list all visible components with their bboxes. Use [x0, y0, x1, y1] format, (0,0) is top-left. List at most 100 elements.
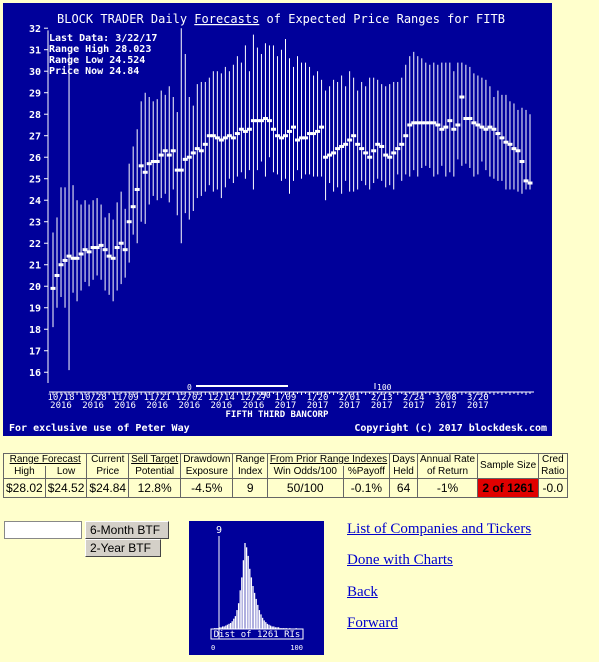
price-marker [186, 155, 192, 159]
header-sample-size: Sample Size [477, 453, 540, 479]
price-marker [391, 151, 397, 155]
price-marker [270, 127, 276, 131]
value-win-odds: 50/100 [266, 478, 344, 498]
price-marker [62, 258, 68, 262]
y-tick-label: 25 [29, 175, 41, 186]
x-tick-label-year: 2017 [467, 401, 489, 411]
header-annual-rate: Annual Rate [416, 453, 479, 466]
header-price: Price [86, 466, 130, 479]
price-marker [274, 134, 280, 138]
distribution-marker-label: 9 [216, 525, 222, 536]
price-marker [303, 136, 309, 140]
price-marker [291, 125, 297, 129]
header-current: Current [86, 453, 130, 466]
x-tick-label-year: 2016 [82, 401, 104, 411]
stats-table: Range Forecast Current Sell Target Drawd… [2, 453, 568, 498]
list-companies-link[interactable]: List of Companies and Tickers [347, 521, 532, 537]
price-marker [210, 134, 216, 138]
price-marker [383, 153, 389, 157]
forward-link[interactable]: Forward [347, 615, 398, 631]
price-marker [483, 127, 489, 131]
price-marker [158, 153, 164, 157]
x-tick-label-year: 2017 [307, 401, 329, 411]
price-marker [415, 121, 421, 125]
value-drawdown: -4.5% [180, 478, 234, 498]
info-last-data: Last Data: 3/22/17 [49, 33, 157, 44]
y-tick-label: 21 [29, 261, 41, 272]
value-payoff: -0.1% [342, 478, 391, 498]
price-marker [475, 123, 481, 127]
y-tick-label: 18 [29, 325, 41, 336]
price-marker [254, 119, 260, 123]
price-marker [214, 136, 220, 140]
value-cred: -0.0 [538, 478, 568, 498]
price-marker [86, 250, 92, 254]
done-with-charts-link[interactable]: Done with Charts [347, 552, 453, 568]
y-tick-label: 27 [29, 132, 41, 143]
price-marker [491, 127, 497, 131]
price-marker [78, 252, 84, 256]
chart-title: BLOCK TRADER Daily Forecasts of Expected… [57, 12, 505, 26]
price-marker [411, 121, 417, 125]
price-marker [295, 138, 301, 142]
info-range-high: Range High 28.023 [49, 43, 151, 55]
x-tick-label-year: 2016 [211, 401, 233, 411]
price-marker [435, 123, 441, 127]
price-marker [230, 136, 236, 140]
price-marker [523, 179, 529, 183]
price-marker [66, 254, 72, 258]
x-tick-label-date: 2/24 [403, 393, 425, 403]
x-tick-label-date: 10/18 [47, 393, 74, 403]
header-exposure: Exposure [180, 466, 234, 479]
six-month-btf-button[interactable]: 6-Month BTF [85, 521, 169, 539]
header-potential: Potential [128, 466, 182, 479]
price-marker [507, 142, 513, 146]
forecasts-link[interactable]: Forecasts [194, 12, 259, 26]
price-marker [106, 254, 112, 258]
header-high: High [3, 466, 46, 479]
price-marker [262, 117, 268, 121]
x-tick-label-year: 2017 [339, 401, 361, 411]
ticker-input[interactable] [4, 521, 82, 539]
price-marker [347, 138, 353, 142]
price-marker [82, 248, 88, 252]
value-annual: -1% [416, 478, 479, 498]
price-marker [459, 95, 465, 99]
distribution-label-box [210, 628, 304, 640]
distribution-x1: 100 [290, 644, 303, 652]
value-sell: 12.8% [128, 478, 182, 498]
x-tick-label-date: 11/09 [112, 393, 139, 403]
value-days: 64 [389, 478, 418, 498]
price-marker [323, 155, 329, 159]
price-marker [395, 147, 401, 151]
price-marker [327, 153, 333, 157]
price-marker [202, 142, 208, 146]
price-marker [114, 246, 120, 250]
x-tick-label-date: 2/13 [371, 393, 393, 403]
price-marker [246, 127, 252, 131]
x-tick-label-year: 2017 [435, 401, 457, 411]
price-marker [234, 132, 240, 136]
price-marker [182, 157, 188, 161]
y-tick-label: 30 [29, 67, 41, 78]
footer-exclusive: For exclusive use of Peter Way [9, 422, 190, 434]
value-current: $24.84 [86, 478, 130, 498]
header-index: Index [232, 466, 268, 479]
two-year-btf-button[interactable]: 2-Year BTF [85, 539, 161, 557]
x-axis: 10/18201610/28201611/09201611/21201612/0… [47, 391, 534, 411]
price-marker [479, 125, 485, 129]
index-bar-hundred: 100 [377, 383, 392, 392]
price-marker [162, 149, 168, 153]
price-marker [110, 256, 116, 260]
y-tick-label: 31 [29, 46, 41, 57]
price-marker [94, 246, 100, 250]
price-marker [467, 117, 473, 121]
back-link[interactable]: Back [347, 584, 378, 600]
distribution-chart: 9 Dist of 1261 RIs 0 100 [189, 521, 324, 655]
distribution-bars [213, 543, 297, 629]
x-tick-label-year: 2016 [114, 401, 136, 411]
price-marker [54, 273, 60, 277]
price-marker [70, 256, 76, 260]
range-index-bar: 0 50 100 [187, 383, 392, 400]
forecast-chart: BLOCK TRADER Daily Forecasts of Expected… [3, 3, 552, 436]
